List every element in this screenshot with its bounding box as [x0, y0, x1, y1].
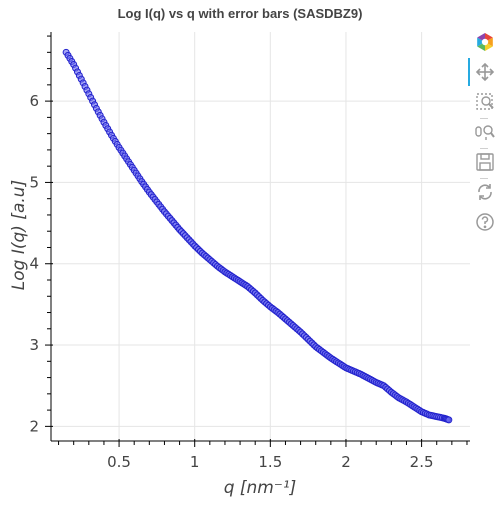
box-zoom-icon[interactable] — [472, 90, 498, 114]
pan-icon[interactable] — [472, 60, 498, 84]
y-tick-label: 4 — [29, 255, 39, 273]
toolbar-separator — [480, 148, 488, 149]
y-tick-label: 5 — [29, 173, 39, 191]
axes: 0.5 1 1.5 2 2.5 2 3 4 5 6 — [29, 32, 470, 471]
x-tick-label: 1.5 — [258, 453, 282, 471]
x-axis-label: q [nm⁻¹] — [224, 478, 297, 498]
save-icon[interactable] — [472, 150, 498, 174]
bokeh-logo-icon[interactable] — [472, 30, 498, 54]
grid — [51, 32, 470, 441]
x-tick-label: 2.5 — [410, 453, 434, 471]
x-tick-label: 0.5 — [107, 453, 131, 471]
help-icon[interactable] — [472, 210, 498, 234]
chart-title: Log I(q) vs q with error bars (SASDBZ9) — [118, 6, 363, 21]
reset-icon[interactable] — [472, 180, 498, 204]
toolbar-separator — [480, 118, 488, 119]
y-tick-label: 2 — [29, 417, 39, 435]
x-tick-label: 1 — [190, 453, 200, 471]
data-points — [62, 48, 453, 424]
y-axis-label: Log I(q) [a.u] — [9, 180, 29, 290]
active-tool-indicator — [468, 58, 470, 86]
toolbar-separator — [480, 178, 488, 179]
data-point — [445, 416, 453, 424]
y-tick-label: 6 — [29, 92, 39, 110]
wheel-zoom-icon[interactable] — [472, 120, 498, 144]
y-tick-label: 3 — [29, 336, 39, 354]
x-tick-label: 2 — [341, 453, 351, 471]
